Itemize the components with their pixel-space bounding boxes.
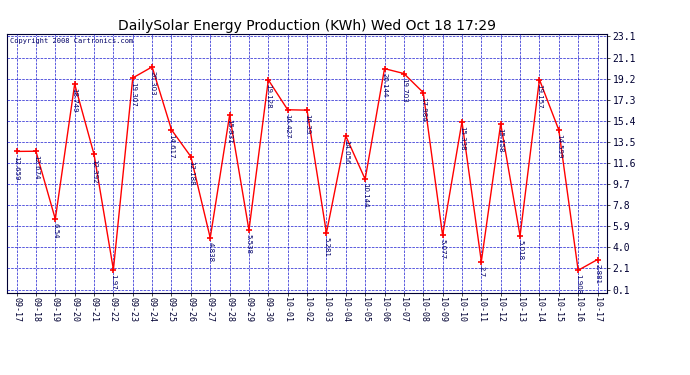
Title: DailySolar Energy Production (KWh) Wed Oct 18 17:29: DailySolar Energy Production (KWh) Wed O… [118, 19, 496, 33]
Text: 18.749: 18.749 [72, 88, 78, 113]
Text: 16.427: 16.427 [285, 114, 290, 138]
Text: 19.307: 19.307 [130, 82, 136, 107]
Text: 19.703: 19.703 [401, 78, 407, 102]
Text: 2.881: 2.881 [595, 264, 600, 284]
Text: 12.659: 12.659 [14, 156, 19, 180]
Text: 14.599: 14.599 [555, 134, 562, 159]
Text: 5.077: 5.077 [440, 239, 446, 260]
Text: 15.158: 15.158 [497, 128, 504, 153]
Text: Copyright 2008 Cartronics.com: Copyright 2008 Cartronics.com [10, 38, 133, 44]
Text: 20.144: 20.144 [382, 73, 388, 97]
Text: 17.984: 17.984 [420, 97, 426, 122]
Text: 5.538: 5.538 [246, 234, 252, 254]
Text: 10.144: 10.144 [362, 183, 368, 208]
Text: 14.617: 14.617 [168, 134, 175, 159]
Text: 19.157: 19.157 [536, 84, 542, 108]
Text: 19.128: 19.128 [266, 84, 271, 109]
Text: 14.056: 14.056 [343, 140, 348, 165]
Text: 5.018: 5.018 [517, 240, 523, 260]
Text: 12.674: 12.674 [33, 155, 39, 180]
Text: 16.39: 16.39 [304, 114, 310, 135]
Text: 15.931: 15.931 [226, 119, 233, 144]
Text: 6.54: 6.54 [52, 223, 59, 239]
Text: 2.7: 2.7 [478, 266, 484, 277]
Text: 15.338: 15.338 [459, 126, 465, 151]
Text: 1.908: 1.908 [575, 274, 581, 295]
Text: 4.838: 4.838 [207, 242, 213, 262]
Text: 1.97: 1.97 [110, 274, 117, 290]
Text: 12.392: 12.392 [91, 159, 97, 183]
Text: 12.188: 12.188 [188, 161, 194, 185]
Text: 20.303: 20.303 [149, 71, 155, 96]
Text: 5.281: 5.281 [324, 237, 329, 257]
